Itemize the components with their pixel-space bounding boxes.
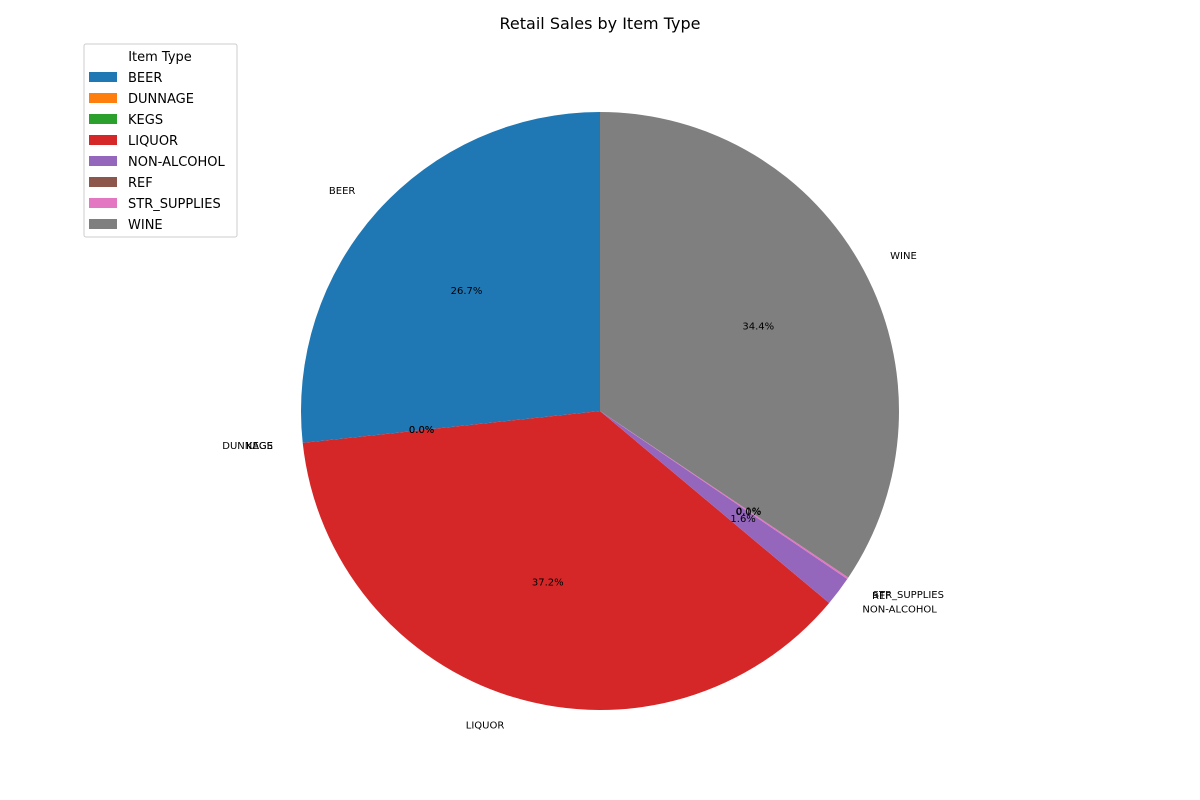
pie-slice-str-supplies [600, 411, 849, 580]
legend-label-ref: REF [128, 176, 153, 191]
pie-slice-beer [300, 112, 600, 443]
legend-label-str-supplies: STR_SUPPLIES [128, 197, 221, 212]
percent-label-non-alcohol: 1.6% [730, 514, 755, 525]
legend-label-dunnage: DUNNAGE [128, 92, 194, 107]
percent-label-str-supplies: 0.1% [736, 506, 761, 517]
slice-label-ref: REF [872, 591, 891, 602]
pie-percent-labels: 26.7%0.0%0.0%37.2%1.6%0.0%0.1%34.4% [409, 286, 774, 589]
pie-slice-kegs [302, 411, 600, 443]
slice-label-non-alcohol: NON-ALCOHOL [862, 604, 937, 615]
legend: Item Type BEER DUNNAGE KEGS LIQUOR NON-ALCOH… [83, 43, 238, 238]
slice-label-str-supplies: STR_SUPPLIES [873, 590, 944, 601]
legend-swatch-non-alcohol [89, 156, 117, 166]
slice-label-wine: WINE [890, 251, 917, 262]
slice-label-dunnage: DUNNAGE [222, 441, 273, 452]
legend-swatch-wine [89, 219, 117, 229]
legend-label-beer: BEER [128, 71, 162, 86]
percent-label-beer: 26.7% [451, 286, 483, 297]
legend-label-kegs: KEGS [128, 113, 163, 128]
legend-frame [83, 43, 238, 238]
pie-slice-ref [600, 411, 848, 580]
legend-title: Item Type [128, 50, 192, 65]
chart-title: Retail Sales by Item Type [500, 14, 701, 33]
legend-label-non-alcohol: NON-ALCOHOL [128, 155, 226, 170]
percent-label-wine: 34.4% [742, 322, 774, 333]
percent-label-kegs: 0.0% [409, 425, 434, 436]
percent-label-dunnage: 0.0% [409, 425, 434, 436]
percent-label-liquor: 37.2% [532, 578, 564, 589]
pie-slice-non-alcohol [600, 411, 848, 604]
percent-label-ref: 0.0% [736, 507, 761, 518]
legend-swatch-dunnage [89, 93, 117, 103]
legend-items: BEER DUNNAGE KEGS LIQUOR NON-ALCOHOL REF STR_S… [89, 71, 226, 233]
legend-swatch-liquor [89, 135, 117, 145]
slice-label-liquor: LIQUOR [466, 721, 505, 732]
pie-slice-wine [600, 112, 899, 578]
legend-swatch-ref [89, 177, 117, 187]
legend-swatch-kegs [89, 114, 117, 124]
legend-swatch-str-supplies [89, 198, 117, 208]
legend-swatch-beer [89, 72, 117, 82]
slice-label-kegs: KEGS [246, 441, 273, 452]
legend-label-liquor: LIQUOR [128, 134, 178, 149]
slice-label-beer: BEER [329, 186, 355, 197]
pie-slice-liquor [302, 411, 830, 711]
pie-slices [300, 112, 899, 711]
pie-slice-dunnage [302, 411, 600, 443]
legend-label-wine: WINE [128, 218, 163, 233]
